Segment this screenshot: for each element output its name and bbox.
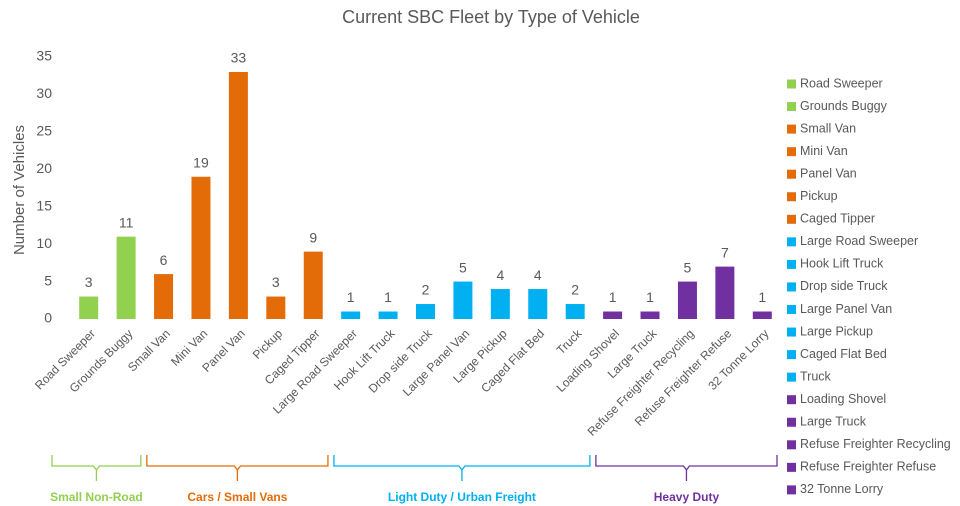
bar	[715, 266, 735, 319]
group-brace	[333, 455, 591, 481]
legend-label: Hook Lift Truck	[800, 257, 884, 271]
legend-swatch	[787, 440, 796, 450]
legend-label: Pickup	[800, 189, 838, 203]
bar	[640, 311, 660, 319]
legend-label: Mini Van	[800, 144, 848, 158]
bar	[79, 296, 99, 319]
legend-swatch	[787, 214, 796, 224]
data-label: 1	[347, 289, 355, 305]
y-tick-label: 30	[36, 85, 52, 101]
legend-swatch	[787, 305, 796, 314]
legend-label: Large Pickup	[800, 324, 873, 338]
data-label: 6	[160, 252, 168, 268]
data-label: 2	[422, 282, 430, 298]
legend-swatch	[787, 79, 796, 89]
bar	[303, 251, 323, 319]
group-brace	[595, 455, 778, 481]
legend-label: Large Truck	[800, 415, 867, 429]
group-label: Heavy Duty	[654, 490, 720, 504]
data-label: 1	[384, 289, 392, 305]
bar	[752, 311, 772, 319]
x-tick-label: Large Panel Van	[400, 326, 472, 398]
legend-swatch	[787, 169, 796, 179]
y-tick-label: 10	[36, 235, 52, 251]
legend-label: Loading Shovel	[800, 392, 886, 406]
legend-label: Small Van	[800, 121, 856, 135]
data-label: 19	[193, 154, 209, 170]
legend-swatch	[787, 485, 796, 495]
legend-label: 32 Tonne Lorry	[800, 482, 884, 496]
bar	[116, 236, 136, 319]
data-label: 5	[684, 259, 692, 275]
legend-label: Caged Tipper	[800, 212, 875, 226]
data-label: 11	[119, 214, 134, 230]
bar	[565, 304, 585, 319]
y-tick-label: 0	[44, 310, 52, 326]
x-tick-label: Truck	[554, 326, 586, 358]
legend-swatch	[787, 259, 796, 269]
data-label: 5	[459, 259, 467, 275]
bar	[453, 281, 473, 319]
legend-label: Grounds Buggy	[800, 99, 888, 113]
data-label: 7	[721, 244, 729, 260]
y-tick-label: 25	[36, 123, 52, 139]
legend-swatch	[787, 147, 796, 157]
data-label: 4	[496, 267, 504, 283]
legend-swatch	[787, 417, 796, 427]
legend-swatch	[787, 327, 796, 337]
legend-label: Large Panel Van	[800, 302, 892, 316]
data-label: 3	[85, 274, 93, 290]
legend-label: Refuse Freighter Recycling	[800, 437, 951, 451]
legend-swatch	[787, 192, 796, 202]
y-axis-label: Number of Vehicles	[11, 125, 28, 255]
legend-label: Refuse Freighter Refuse	[800, 460, 936, 474]
data-label: 1	[646, 289, 654, 305]
bar	[341, 311, 361, 319]
data-label: 1	[609, 289, 617, 305]
bar	[266, 296, 286, 319]
data-label: 33	[231, 50, 247, 66]
data-label: 9	[309, 229, 317, 245]
x-tick-label: Pickup	[250, 326, 286, 362]
legend-swatch	[787, 237, 796, 247]
bar	[228, 71, 248, 319]
y-tick-label: 15	[36, 197, 52, 213]
group-brace	[51, 455, 142, 481]
group-label: Small Non-Road	[50, 490, 143, 504]
group-label: Light Duty / Urban Freight	[388, 490, 536, 504]
legend-label: Large Road Sweeper	[800, 234, 918, 248]
data-label: 3	[272, 274, 280, 290]
y-tick-label: 35	[36, 48, 52, 64]
legend-swatch	[787, 282, 796, 292]
legend-swatch	[787, 395, 796, 405]
legend-label: Panel Van	[800, 166, 857, 180]
bar	[378, 311, 398, 319]
legend-label: Caged Flat Bed	[800, 347, 887, 361]
x-tick-label: Drop side Truck	[366, 326, 436, 396]
bar	[154, 274, 174, 319]
data-label: 1	[758, 289, 766, 305]
chart-title: Current SBC Fleet by Type of Vehicle	[342, 7, 640, 27]
legend-swatch	[787, 124, 796, 134]
legend-label: Road Sweeper	[800, 76, 883, 90]
group-brace	[146, 455, 329, 481]
y-tick-label: 5	[44, 272, 52, 288]
legend-swatch	[787, 102, 796, 112]
bar	[490, 289, 510, 319]
data-label: 4	[534, 267, 542, 283]
bar	[191, 176, 211, 319]
legend-swatch	[787, 462, 796, 472]
y-tick-label: 20	[36, 160, 52, 176]
legend-swatch	[787, 350, 796, 360]
bar	[603, 311, 623, 319]
bar	[528, 289, 548, 319]
group-label: Cars / Small Vans	[187, 490, 287, 504]
bar	[416, 304, 435, 319]
bar	[677, 281, 697, 319]
legend-label: Truck	[800, 369, 832, 383]
legend-swatch	[787, 372, 796, 382]
data-label: 2	[571, 282, 579, 298]
legend-label: Drop side Truck	[800, 279, 888, 293]
